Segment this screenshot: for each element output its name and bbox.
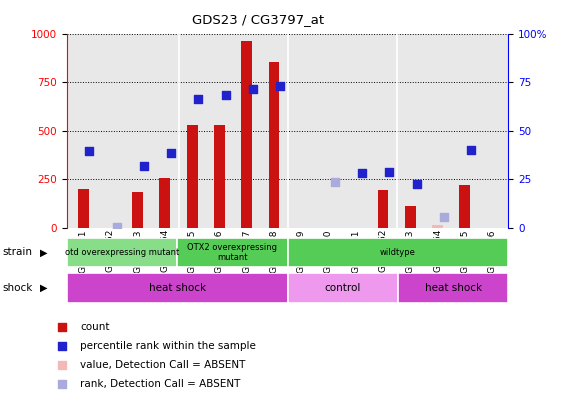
Text: ▶: ▶ <box>40 248 47 257</box>
Text: count: count <box>80 322 110 332</box>
Bar <box>398 273 508 303</box>
Text: rank, Detection Call = ABSENT: rank, Detection Call = ABSENT <box>80 379 241 389</box>
Bar <box>241 42 252 228</box>
Text: heat shock: heat shock <box>149 283 206 293</box>
Bar <box>78 189 89 228</box>
Point <box>339 277 348 284</box>
Point <box>275 83 285 89</box>
Bar <box>288 238 508 267</box>
Bar <box>132 192 143 228</box>
Bar <box>214 125 225 228</box>
Bar <box>405 206 415 228</box>
Point <box>248 86 257 92</box>
Point <box>139 162 149 169</box>
Point <box>385 169 394 175</box>
Text: wildtype: wildtype <box>380 248 416 257</box>
Point <box>221 91 231 98</box>
Bar <box>268 62 279 228</box>
Text: value, Detection Call = ABSENT: value, Detection Call = ABSENT <box>80 360 246 370</box>
Point <box>112 224 121 230</box>
Point <box>412 181 421 187</box>
Bar <box>378 190 389 228</box>
Text: shock: shock <box>3 283 33 293</box>
Bar <box>67 238 177 267</box>
Bar <box>177 238 288 267</box>
Point <box>467 147 476 153</box>
Bar <box>67 273 288 303</box>
Point <box>439 214 449 220</box>
Point <box>194 95 203 102</box>
Point <box>167 150 176 156</box>
Text: strain: strain <box>3 248 33 257</box>
Bar <box>432 225 443 228</box>
Bar <box>288 273 398 303</box>
Text: percentile rank within the sample: percentile rank within the sample <box>80 341 256 351</box>
Point <box>85 148 94 154</box>
Text: control: control <box>325 283 361 293</box>
Bar <box>460 185 470 228</box>
Text: ▶: ▶ <box>40 283 47 293</box>
Point <box>330 179 339 185</box>
Point <box>339 105 348 111</box>
Text: heat shock: heat shock <box>425 283 482 293</box>
Text: OTX2 overexpressing
mutant: OTX2 overexpressing mutant <box>188 243 277 262</box>
Point <box>357 170 367 177</box>
Text: otd overexpressing mutant: otd overexpressing mutant <box>65 248 179 257</box>
Text: GDS23 / CG3797_at: GDS23 / CG3797_at <box>192 13 325 26</box>
Bar <box>187 125 198 228</box>
Bar <box>160 178 170 228</box>
